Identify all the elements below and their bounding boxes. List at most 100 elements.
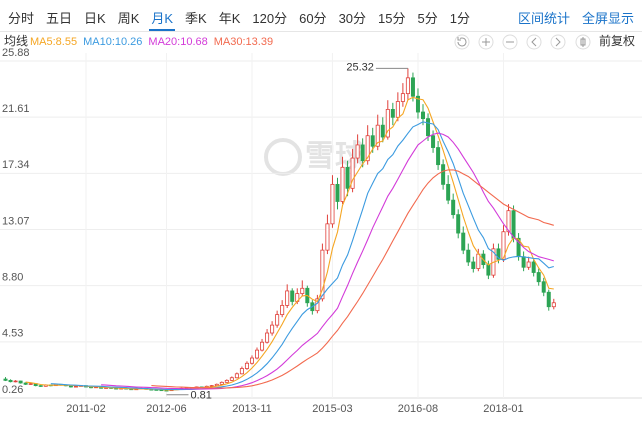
- candle-body: [280, 304, 285, 316]
- x-tick-label: 2015-03: [312, 403, 352, 415]
- candle-body: [3, 378, 8, 381]
- candle-body: [370, 135, 375, 147]
- x-tick-label: 2011-02: [66, 403, 106, 415]
- x-tick-label: 2016-08: [398, 403, 438, 415]
- period-tab[interactable]: 分时: [8, 11, 35, 26]
- candle-body: [275, 314, 280, 326]
- candle-body: [536, 272, 541, 283]
- period-tab[interactable]: 30分: [338, 11, 367, 26]
- candle-body: [209, 385, 214, 387]
- period-tab[interactable]: 日K: [84, 11, 106, 26]
- candle-body: [13, 380, 18, 383]
- candle-body: [224, 379, 229, 383]
- toolbar-link[interactable]: 全屏显示: [582, 11, 635, 26]
- y-tick-label: 8.80: [2, 272, 23, 284]
- period-tab[interactable]: 年K: [218, 11, 241, 26]
- candle-body: [400, 93, 405, 102]
- period-tabs: 分时 五日 日K 周K 月K 季K 年K 120分 60分 30分 15分 5分 1分 区间统计 全屏显示: [0, 0, 642, 32]
- y-tick-label: 17.34: [2, 159, 30, 171]
- y-tick-label: 4.53: [2, 328, 23, 340]
- period-tab[interactable]: 月K: [151, 11, 174, 26]
- y-tick-label: 13.07: [2, 215, 30, 227]
- legend-entry: MA30:13.39: [214, 36, 273, 48]
- chart: 前复权 均线 雪球 MA5:8.55 MA10:10.26 MA20:10.68 MA…: [0, 33, 642, 415]
- candle-body: [249, 357, 254, 364]
- candle-body: [375, 124, 380, 147]
- candle-body: [38, 385, 43, 387]
- candle-body: [466, 249, 471, 263]
- legend-entry: MA10:10.26: [83, 36, 142, 48]
- icon-zoom-in[interactable]: [478, 34, 494, 50]
- candle-body: [355, 144, 360, 159]
- candle-body: [390, 109, 395, 118]
- icon-zoom-out[interactable]: [502, 34, 518, 50]
- icon-glyph: [457, 37, 467, 47]
- ma-line: [151, 169, 554, 389]
- watermark-logo: [264, 138, 302, 176]
- candle-body: [260, 341, 265, 351]
- icon-glyph: [555, 37, 561, 47]
- candle-body: [446, 183, 451, 201]
- icon-left[interactable]: [526, 34, 542, 50]
- period-tab[interactable]: 60分: [299, 11, 327, 26]
- candle-body: [506, 210, 511, 233]
- candle-body: [229, 377, 234, 381]
- candle-body: [345, 166, 350, 189]
- period-tab[interactable]: 120分: [252, 11, 288, 26]
- x-tick-label: 2018-01: [483, 403, 523, 415]
- candle-body: [395, 101, 400, 118]
- candle-body: [546, 291, 551, 308]
- candle-body: [456, 214, 461, 234]
- candle-body: [531, 261, 536, 273]
- y-tick-label: 21.61: [2, 103, 30, 115]
- candle-body: [461, 232, 466, 251]
- candle-body: [496, 248, 501, 260]
- icon-glyph: [482, 38, 490, 46]
- candle-body: [340, 166, 345, 202]
- candle-body: [214, 383, 219, 387]
- candle-body: [335, 183, 340, 202]
- period-tab[interactable]: 15分: [378, 11, 406, 26]
- x-tick-label: 2013-11: [232, 403, 272, 415]
- legend-entry: MA20:10.68: [148, 36, 207, 48]
- adjust-toggle[interactable]: 前复权: [599, 33, 635, 48]
- high-annotation: 25.32: [346, 61, 374, 73]
- candle-body: [551, 302, 556, 308]
- ma-line: [25, 96, 554, 391]
- candle-body: [300, 287, 305, 294]
- icon-right[interactable]: [550, 34, 566, 50]
- candle-body: [360, 144, 365, 162]
- candle-body: [521, 256, 526, 268]
- x-tick-label: 2012-06: [146, 403, 186, 415]
- ma-line: [101, 132, 554, 390]
- ma-label: 均线: [4, 34, 28, 48]
- period-tab[interactable]: 周K: [117, 11, 140, 26]
- toolbar-icons: [454, 34, 591, 50]
- period-tab[interactable]: 5分: [417, 11, 438, 26]
- candle-body: [511, 210, 516, 239]
- toolbar-link[interactable]: 区间统计: [518, 11, 571, 26]
- active-underline: [149, 29, 176, 31]
- candle-body: [501, 231, 506, 260]
- candle-body: [385, 109, 390, 138]
- icon-reset[interactable]: [454, 34, 470, 50]
- candle-body: [285, 290, 290, 306]
- period-tab[interactable]: 季K: [185, 11, 207, 26]
- period-tab[interactable]: 1分: [449, 11, 470, 26]
- candle-body: [234, 373, 239, 379]
- candle-body: [415, 95, 420, 113]
- period-tab[interactable]: 五日: [46, 11, 73, 26]
- low-annotation: 0.81: [190, 390, 211, 402]
- candle-body: [486, 264, 491, 276]
- candle-body: [365, 135, 370, 162]
- icon-candle[interactable]: [575, 34, 591, 50]
- candle-body: [471, 261, 476, 269]
- candle-body: [290, 290, 295, 302]
- icon-glyph: [531, 37, 537, 47]
- candle-body: [8, 379, 13, 383]
- candle-body: [320, 249, 325, 300]
- candle-body: [18, 380, 23, 384]
- candle-body: [431, 135, 436, 148]
- icon-glyph: [580, 37, 586, 47]
